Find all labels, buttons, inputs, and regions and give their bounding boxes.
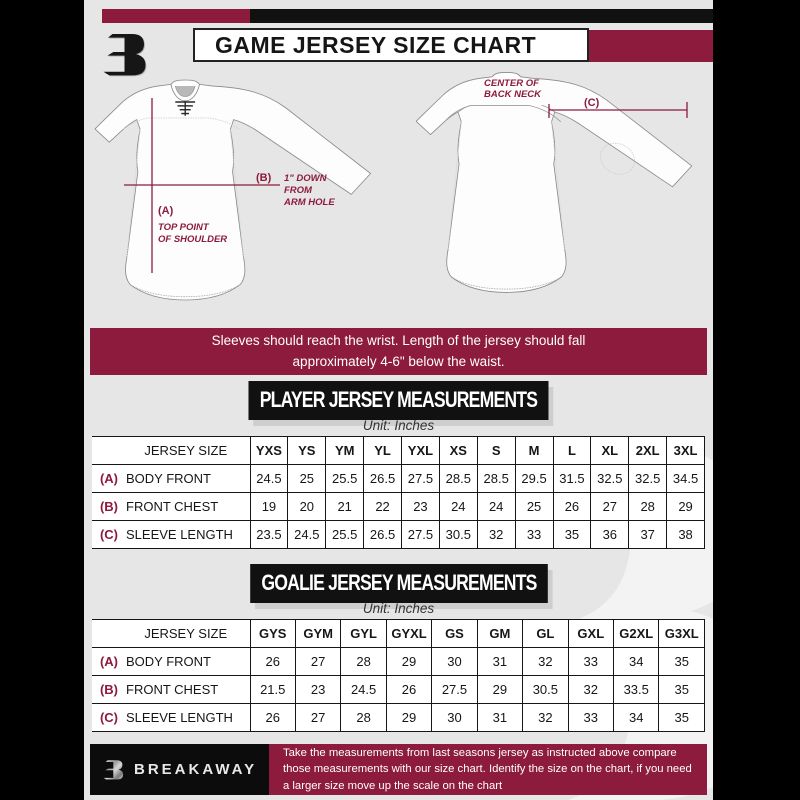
svg-text:(B): (B) bbox=[256, 172, 272, 184]
svg-text:OF SHOULDER: OF SHOULDER bbox=[158, 234, 227, 245]
svg-text:(A): (A) bbox=[158, 205, 174, 217]
svg-text:(C): (C) bbox=[584, 97, 600, 109]
svg-text:TOP POINT: TOP POINT bbox=[158, 222, 210, 233]
svg-text:1" DOWN: 1" DOWN bbox=[284, 173, 328, 184]
svg-text:ARM HOLE: ARM HOLE bbox=[283, 197, 335, 208]
svg-text:BACK NECK: BACK NECK bbox=[484, 89, 542, 100]
svg-text:CENTER OF: CENTER OF bbox=[484, 78, 539, 89]
svg-text:FROM: FROM bbox=[284, 185, 313, 196]
